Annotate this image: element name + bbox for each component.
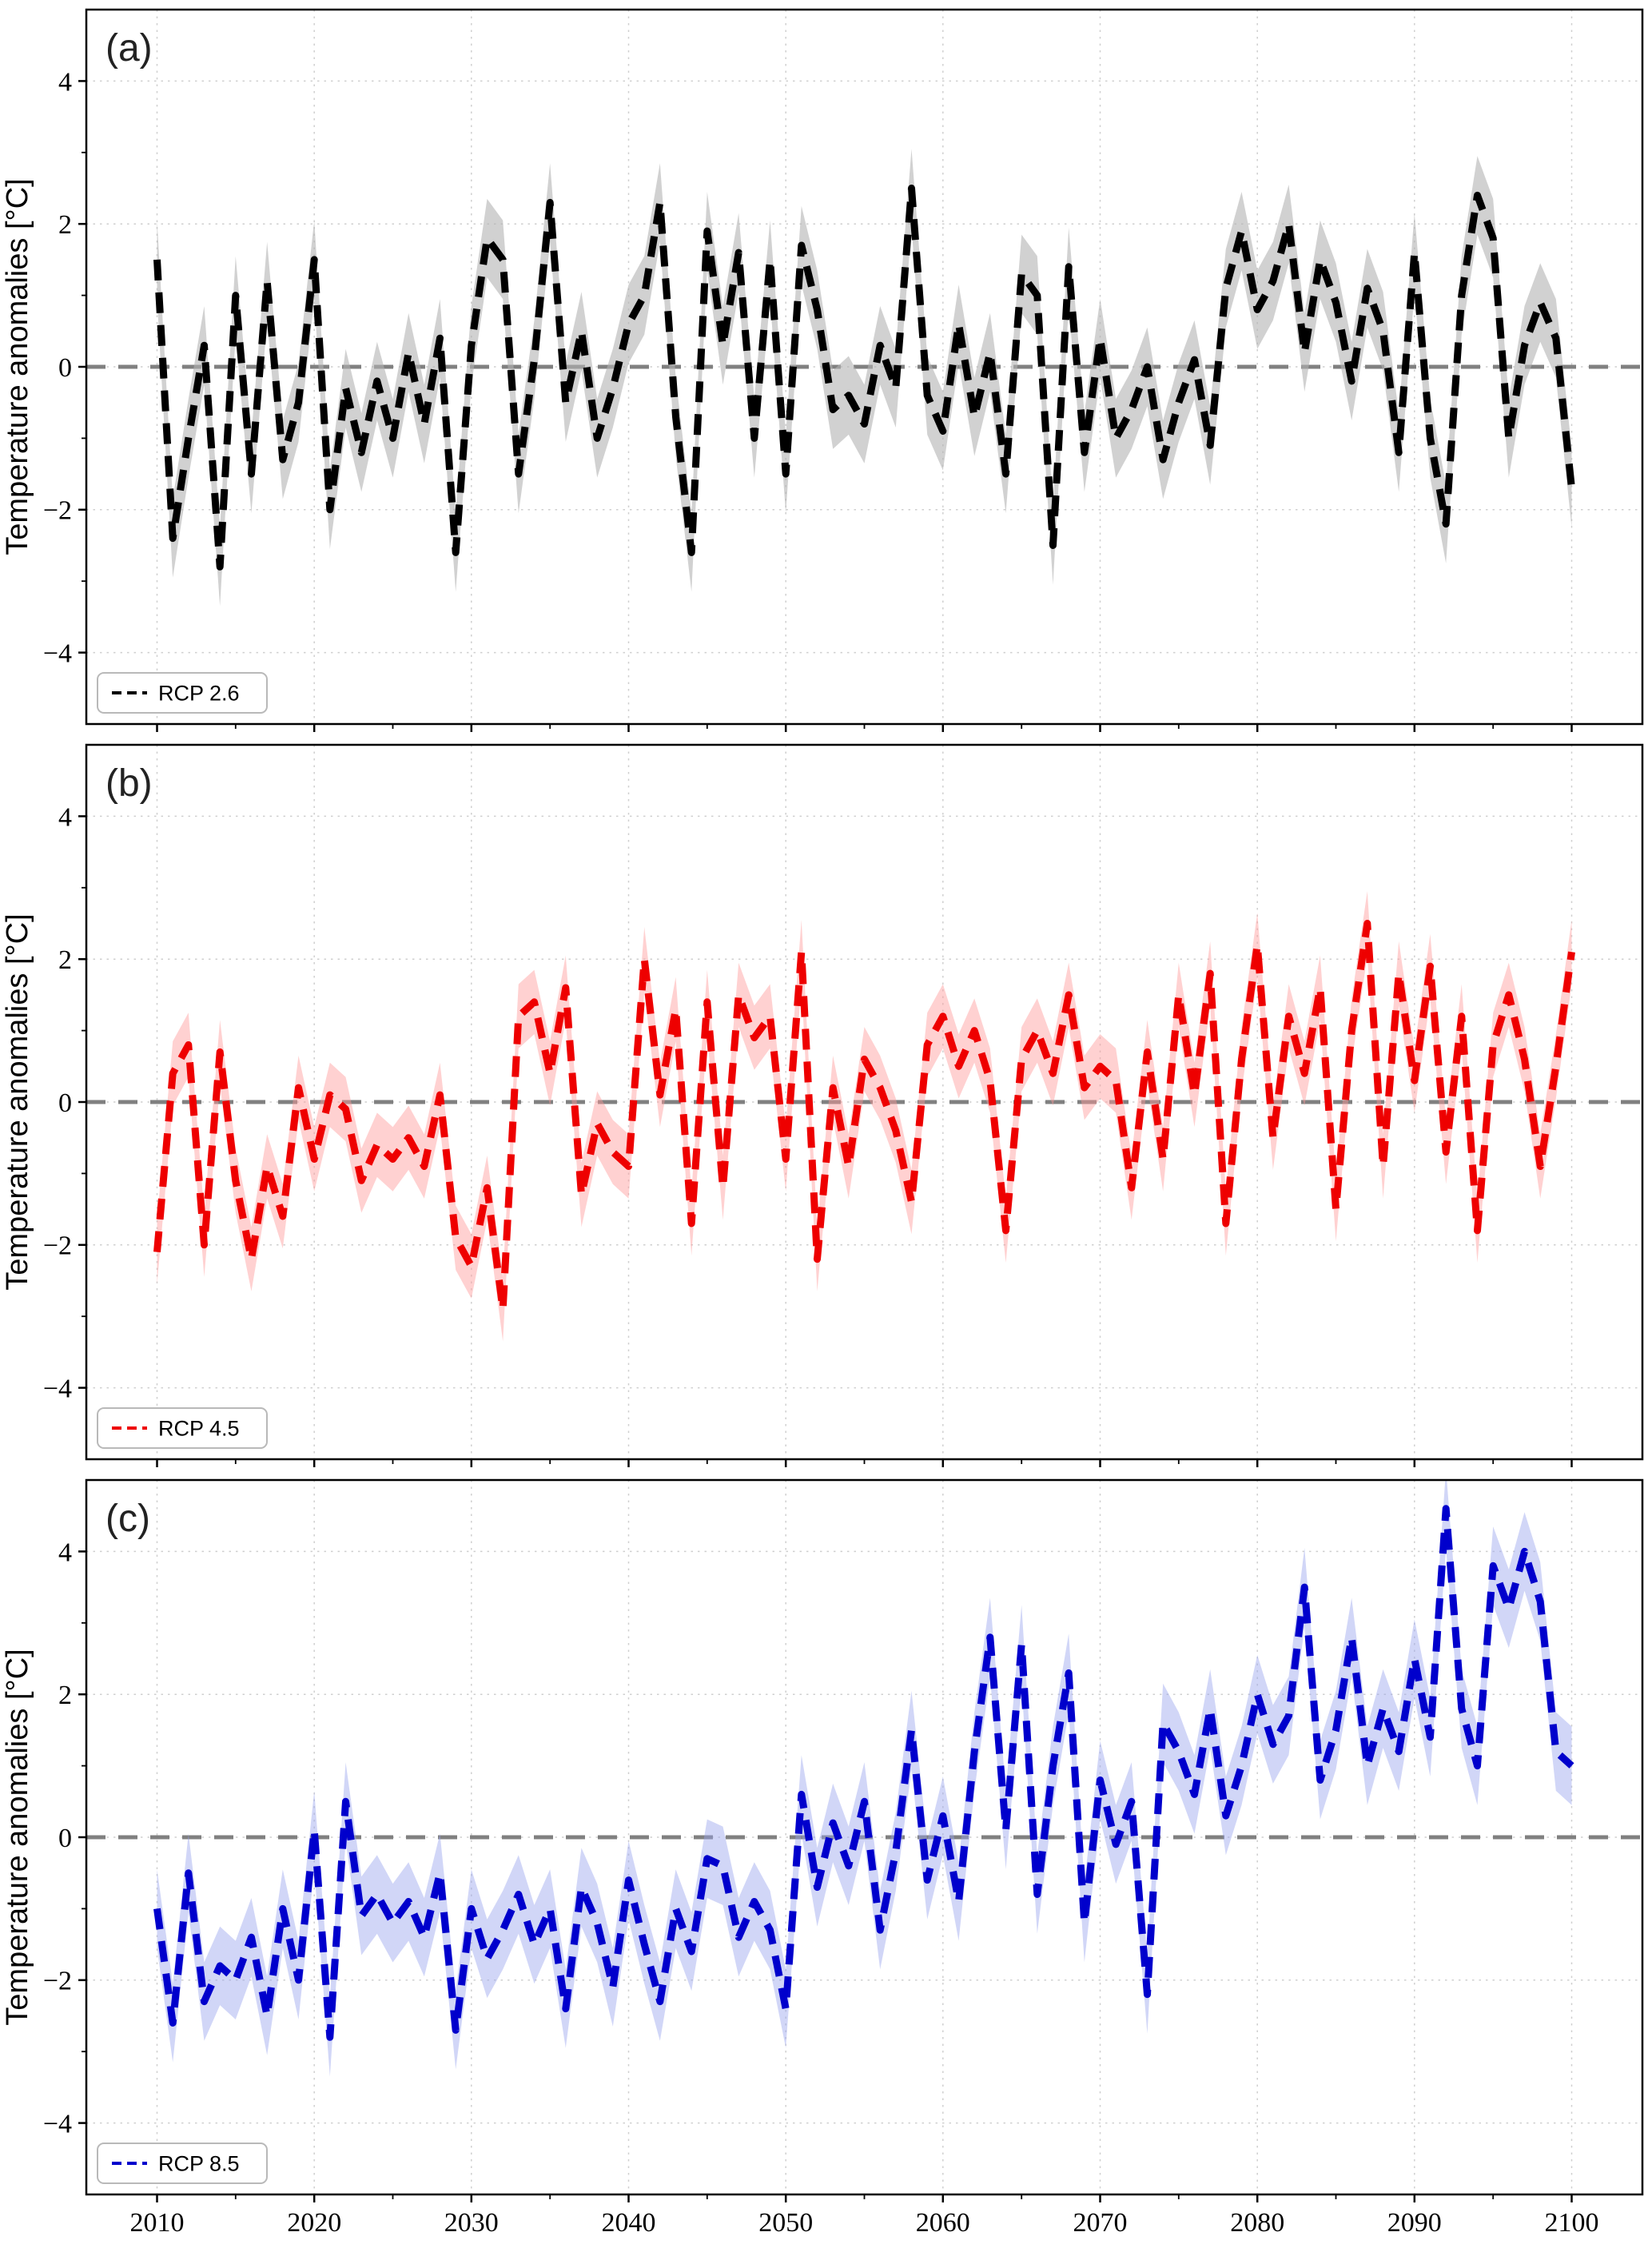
y-tick-label: 2 <box>58 210 72 240</box>
chart-a: −4 −2 0 2 4 Temperature anomalies [°C] (a) RCP … <box>0 0 1652 735</box>
y-tick-label: 4 <box>58 802 72 832</box>
x-tick-label: 2040 <box>602 2208 656 2238</box>
x-tick-label: 2030 <box>444 2208 499 2238</box>
x-tick-label: 2060 <box>916 2208 970 2238</box>
y-tick-label: −4 <box>43 1375 72 1404</box>
panel-a: −4 −2 0 2 4 Temperature anomalies [°C] (a) RCP … <box>0 0 1652 735</box>
legend-box <box>97 1407 268 1449</box>
uncertainty-band <box>157 891 1572 1342</box>
x-tick-label: 2070 <box>1073 2208 1128 2238</box>
y-tick-label: −2 <box>43 1967 72 1996</box>
legend-box <box>97 672 268 714</box>
legend-box <box>97 2143 268 2184</box>
chart-c: −4 −2 0 2 4 2010 2020 2030 2040 2050 2060 2070 2080 2… <box>0 1470 1652 2244</box>
x-tick-label: 2020 <box>287 2208 341 2238</box>
x-tick-label: 2080 <box>1230 2208 1284 2238</box>
x-tick-label: 2090 <box>1387 2208 1442 2238</box>
y-tick-label: 0 <box>58 1088 72 1118</box>
y-tick-label: 0 <box>58 1824 72 1853</box>
uncertainty-band <box>157 1480 1572 2077</box>
x-tick-label: 2100 <box>1545 2208 1599 2238</box>
series-line <box>153 1505 1574 2041</box>
legend-label: RCP 4.5 <box>158 1416 240 1440</box>
y-tick-label: 2 <box>58 1681 72 1710</box>
panel-b: −4 −2 0 2 4 Temperature anomalies [°C] (b) RCP … <box>0 735 1652 1470</box>
legend-label: RCP 2.6 <box>158 681 240 705</box>
y-tick-label: 2 <box>58 945 72 975</box>
legend-label: RCP 8.5 <box>158 2151 240 2175</box>
y-tick-label: 0 <box>58 353 72 383</box>
chart-b: −4 −2 0 2 4 Temperature anomalies [°C] (b) RCP … <box>0 735 1652 1470</box>
y-tick-label: −4 <box>43 639 72 669</box>
panel-c: −4 −2 0 2 4 2010 2020 2030 2040 2050 2060 2070 2080 2… <box>0 1470 1652 2244</box>
series-line <box>153 185 1575 571</box>
y-axis-label: Temperature anomalies [°C] <box>1 1649 34 2025</box>
y-axis-label: Temperature anomalies [°C] <box>1 913 34 1290</box>
x-tick-label: 2050 <box>758 2208 813 2238</box>
y-tick-label: 4 <box>58 67 72 97</box>
y-tick-label: −2 <box>43 1231 72 1261</box>
y-axis-label: Temperature anomalies [°C] <box>1 178 34 555</box>
x-tick-label: 2010 <box>130 2208 185 2238</box>
series-line <box>153 920 1575 1313</box>
y-tick-label: −4 <box>43 2110 72 2139</box>
panel-label: (b) <box>105 762 153 805</box>
y-tick-label: 4 <box>58 1538 72 1567</box>
panel-label: (c) <box>105 1498 150 1540</box>
y-tick-label: −2 <box>43 496 72 526</box>
panel-label: (a) <box>105 27 153 70</box>
